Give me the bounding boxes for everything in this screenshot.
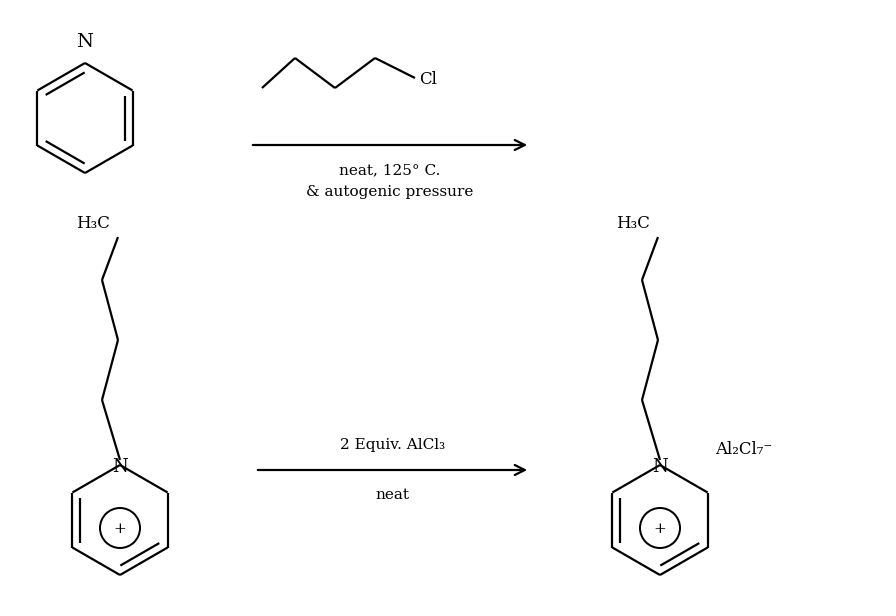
Text: Cl: Cl: [419, 71, 437, 89]
Text: 2 Equiv. AlCl₃: 2 Equiv. AlCl₃: [340, 438, 445, 452]
Text: N: N: [652, 458, 668, 476]
Text: neat: neat: [375, 488, 409, 502]
Text: & autogenic pressure: & autogenic pressure: [306, 185, 474, 199]
Text: N: N: [76, 33, 93, 51]
Text: H₃C: H₃C: [616, 215, 650, 232]
Text: +: +: [114, 522, 126, 536]
Text: Al₂Cl₇⁻: Al₂Cl₇⁻: [715, 442, 772, 458]
Text: neat, 125° C.: neat, 125° C.: [340, 163, 441, 177]
Text: +: +: [653, 522, 667, 536]
Text: N: N: [112, 458, 128, 476]
Text: H₃C: H₃C: [76, 215, 110, 232]
